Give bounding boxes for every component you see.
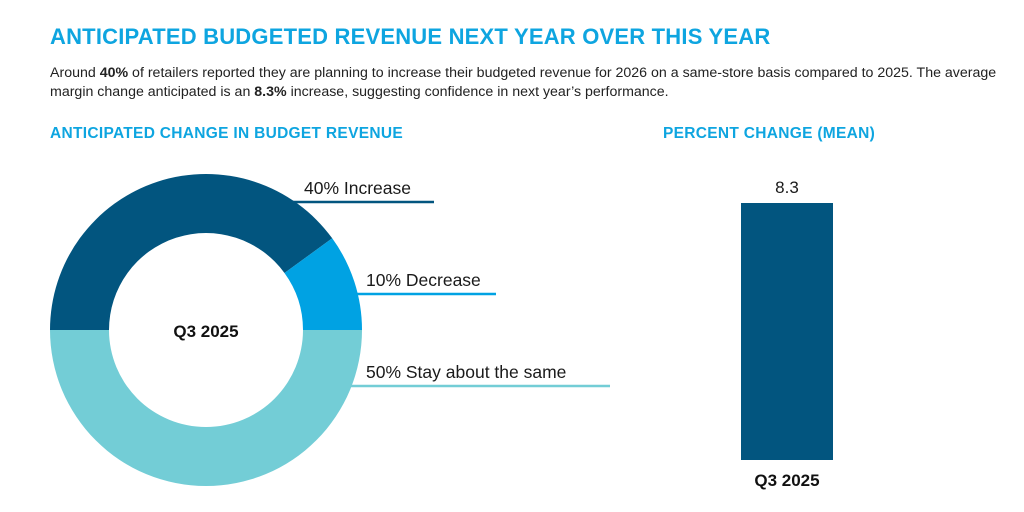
- desc-text: Around: [50, 65, 100, 81]
- donut-chart-title: ANTICIPATED CHANGE IN BUDGET REVENUE: [50, 125, 403, 142]
- slice-label-stay-about-the-same: 50% Stay about the same: [366, 362, 566, 382]
- donut-slice-increase: [50, 173, 333, 330]
- donut-center-label: Q3 2025: [173, 322, 238, 341]
- donut-slice-stay-about-the-same: [50, 330, 362, 486]
- donut-slice-decrease: [284, 238, 362, 330]
- page-title: ANTICIPATED BUDGETED REVENUE NEXT YEAR O…: [50, 24, 771, 49]
- bar-chart-title: PERCENT CHANGE (MEAN): [663, 125, 876, 142]
- slice-label-increase: 40% Increase: [304, 178, 411, 198]
- donut-chart: 40% Increase 10% Decrease 50% Stay about t…: [50, 173, 610, 486]
- desc-highlight-8-3: 8.3%: [254, 84, 287, 100]
- bar-category-label: Q3 2025: [754, 471, 819, 490]
- bar-value-label: 8.3: [775, 178, 799, 197]
- desc-text: increase, suggesting confidence in next …: [286, 84, 669, 100]
- description: Around 40% of retailers reported they ar…: [50, 64, 1000, 102]
- bar-0: [741, 203, 833, 460]
- desc-text: of retailers reported they are planning …: [50, 65, 997, 100]
- slice-label-decrease: 10% Decrease: [366, 270, 481, 290]
- desc-highlight-40: 40%: [99, 65, 129, 81]
- bar-chart: 8.3 Q3 2025: [741, 178, 833, 490]
